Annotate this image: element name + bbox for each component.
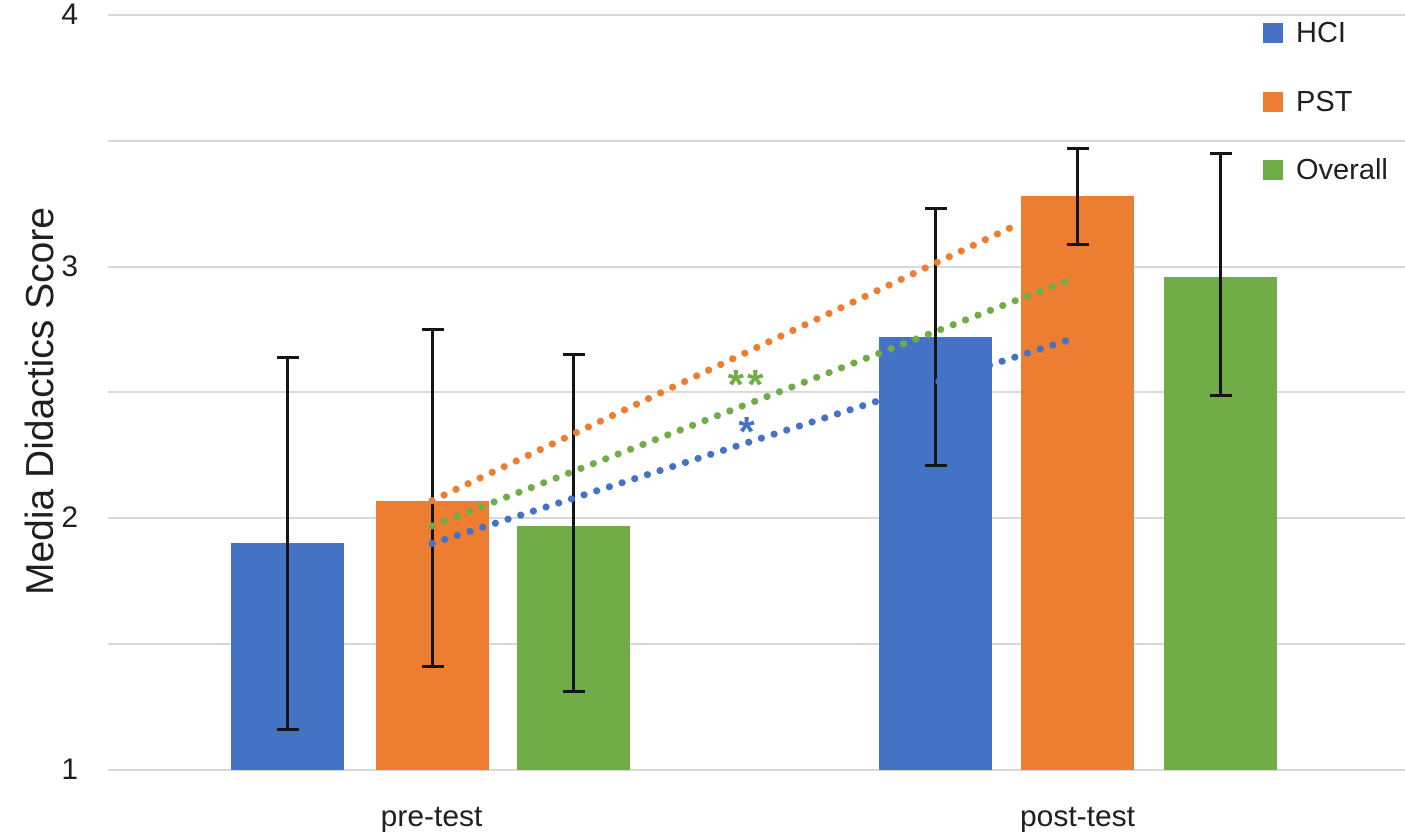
legend-label-hci: HCI bbox=[1296, 16, 1346, 49]
legend-item-hci: HCI bbox=[1263, 16, 1346, 49]
y-axis-title: Media Didactics Score bbox=[19, 207, 62, 595]
annotation-significance-hci: * bbox=[738, 408, 758, 455]
error-bar-overall-pre-test-upper-cap bbox=[562, 353, 585, 357]
bar-pst-post-test bbox=[1021, 196, 1134, 770]
legend-item-pst: PST bbox=[1263, 85, 1353, 118]
error-bar-hci-pre-test bbox=[286, 357, 289, 730]
gridline-3.5 bbox=[108, 139, 1405, 142]
legend: HCI PST Overall bbox=[1263, 0, 1405, 200]
legend-item-overall: Overall bbox=[1263, 153, 1388, 186]
error-bar-pst-post-test bbox=[1076, 148, 1079, 244]
error-bar-pst-pre-test-upper-cap bbox=[421, 328, 444, 332]
annotation-significance-overall: ** bbox=[727, 361, 767, 408]
error-bar-pst-post-test-upper-cap bbox=[1066, 146, 1089, 150]
gridline-1.0 bbox=[108, 769, 1405, 771]
error-bar-hci-post-test bbox=[934, 208, 937, 466]
gridline-1.5 bbox=[108, 643, 1405, 646]
error-bar-overall-post-test-upper-cap bbox=[1209, 151, 1232, 155]
error-bar-overall-pre-test-lower-cap bbox=[562, 690, 585, 694]
error-bar-overall-post-test-lower-cap bbox=[1209, 393, 1232, 397]
error-bar-overall-post-test bbox=[1219, 153, 1222, 395]
y-tick-3: 3 bbox=[61, 249, 78, 283]
gridline-3.0 bbox=[108, 265, 1405, 268]
error-bar-pst-post-test-lower-cap bbox=[1066, 242, 1089, 246]
error-bar-pst-pre-test bbox=[431, 329, 434, 667]
legend-swatch-pst bbox=[1263, 92, 1283, 112]
legend-label-overall: Overall bbox=[1296, 153, 1388, 186]
legend-swatch-overall bbox=[1263, 160, 1283, 180]
error-bar-hci-pre-test-lower-cap bbox=[276, 728, 299, 732]
error-bar-pst-pre-test-lower-cap bbox=[421, 665, 444, 669]
error-bar-hci-post-test-lower-cap bbox=[924, 463, 947, 467]
y-tick-1: 1 bbox=[61, 753, 78, 786]
y-tick-4: 4 bbox=[61, 0, 78, 31]
x-axis-label-post-test: post-test bbox=[1019, 800, 1136, 833]
gridline-4.0 bbox=[108, 13, 1405, 16]
legend-label-pst: PST bbox=[1296, 85, 1353, 118]
error-bar-hci-pre-test-upper-cap bbox=[276, 355, 299, 359]
legend-swatch-hci bbox=[1263, 23, 1283, 43]
error-bar-overall-pre-test bbox=[572, 354, 575, 692]
error-bar-hci-post-test-upper-cap bbox=[924, 207, 947, 211]
x-axis-label-pre-test: pre-test bbox=[380, 800, 483, 833]
y-tick-2: 2 bbox=[61, 501, 78, 535]
